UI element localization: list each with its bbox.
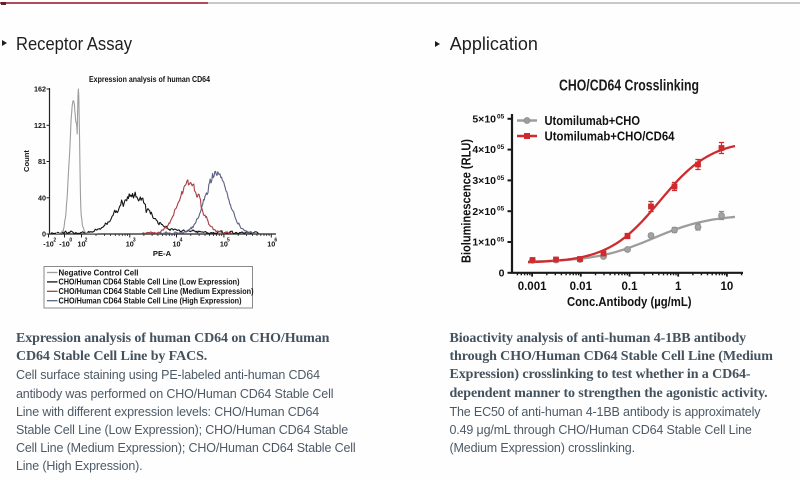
svg-text:-10: -10 bbox=[43, 240, 53, 249]
svg-text:10: 10 bbox=[173, 240, 181, 249]
svg-text:6: 6 bbox=[274, 238, 277, 244]
svg-text:05: 05 bbox=[497, 113, 505, 120]
svg-text:5×10: 5×10 bbox=[472, 113, 496, 125]
svg-text:10: 10 bbox=[78, 240, 86, 249]
svg-text:40: 40 bbox=[38, 193, 46, 202]
svg-text:10: 10 bbox=[267, 240, 275, 249]
svg-text:0.01: 0.01 bbox=[570, 281, 593, 293]
svg-text:Utomilumab+CHO/CD64: Utomilumab+CHO/CD64 bbox=[545, 130, 675, 144]
svg-text:4: 4 bbox=[180, 238, 183, 244]
svg-text:121: 121 bbox=[34, 121, 46, 130]
svg-text:2: 2 bbox=[53, 238, 56, 244]
svg-text:81: 81 bbox=[38, 157, 46, 166]
svg-text:-10: -10 bbox=[59, 240, 69, 249]
svg-text:1×10: 1×10 bbox=[472, 237, 496, 249]
svg-text:CHO/Human CD64 Stable Cell Lin: CHO/Human CD64 Stable Cell Line (Medium … bbox=[59, 287, 254, 296]
svg-text:Conc.Antibody (µg/mL): Conc.Antibody (µg/mL) bbox=[567, 294, 692, 309]
svg-text:10: 10 bbox=[220, 240, 228, 249]
svg-text:3: 3 bbox=[133, 238, 136, 244]
svg-text:5: 5 bbox=[227, 238, 230, 244]
svg-text:1: 1 bbox=[675, 281, 682, 293]
svg-text:Negative Control Cell: Negative Control Cell bbox=[59, 268, 139, 277]
svg-text:0.1: 0.1 bbox=[622, 281, 639, 293]
svg-text:162: 162 bbox=[34, 85, 46, 94]
svg-text:0: 0 bbox=[499, 267, 505, 279]
svg-text:CHO/Human CD64 Stable Cell Lin: CHO/Human CD64 Stable Cell Line (High Ex… bbox=[59, 297, 242, 306]
svg-text:PE-A: PE-A bbox=[153, 249, 172, 258]
svg-text:3×10: 3×10 bbox=[472, 175, 496, 187]
svg-text:05: 05 bbox=[497, 175, 505, 182]
svg-text:0: 0 bbox=[42, 230, 46, 239]
svg-text:Utomilumab+CHO: Utomilumab+CHO bbox=[545, 114, 641, 128]
svg-text:2×10: 2×10 bbox=[472, 206, 496, 218]
svg-text:05: 05 bbox=[497, 237, 505, 244]
svg-text:Count: Count bbox=[22, 150, 31, 172]
svg-text:CHO/Human CD64 Stable Cell Lin: CHO/Human CD64 Stable Cell Line (Low Exp… bbox=[59, 278, 240, 287]
svg-text:Expression analysis of human C: Expression analysis of human CD64 bbox=[89, 75, 211, 84]
svg-text:0: 0 bbox=[69, 238, 72, 244]
svg-text:10: 10 bbox=[721, 281, 734, 293]
svg-text:4×10: 4×10 bbox=[472, 144, 496, 156]
svg-text:05: 05 bbox=[497, 144, 505, 151]
svg-text:0.001: 0.001 bbox=[518, 281, 547, 293]
svg-text:CHO/CD64 Crosslinking: CHO/CD64 Crosslinking bbox=[559, 78, 699, 95]
svg-text:Bioluminescence (RLU): Bioluminescence (RLU) bbox=[460, 139, 474, 263]
svg-text:2: 2 bbox=[85, 238, 88, 244]
svg-text:10: 10 bbox=[126, 240, 134, 249]
svg-text:05: 05 bbox=[497, 206, 505, 213]
